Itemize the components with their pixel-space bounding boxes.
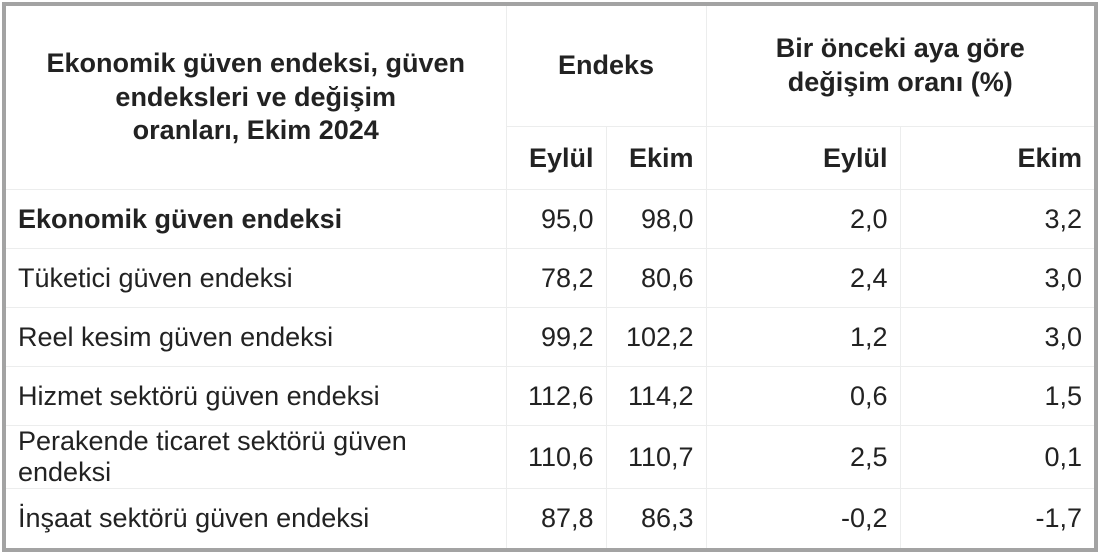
pct-ekim: 3,0 xyxy=(900,308,1094,367)
idx-ekim: 80,6 xyxy=(606,249,706,308)
pct-eylul: 2,5 xyxy=(706,426,900,489)
pct-eylul: 2,4 xyxy=(706,249,900,308)
table-row: Reel kesim güven endeksi99,2102,21,23,0 xyxy=(6,308,1094,367)
table-row: Tüketici güven endeksi78,280,62,43,0 xyxy=(6,249,1094,308)
row-label: Tüketici güven endeksi xyxy=(6,249,506,308)
table-title: Ekonomik güven endeksi, güvenendeksleri … xyxy=(6,6,506,190)
idx-eylul: 78,2 xyxy=(506,249,606,308)
row-label: Hizmet sektörü güven endeksi xyxy=(6,367,506,426)
pct-ekim: 3,2 xyxy=(900,190,1094,249)
row-label: Perakende ticaret sektörü güven endeksi xyxy=(6,426,506,489)
idx-ekim: 86,3 xyxy=(606,489,706,548)
colgroup-index: Endeks xyxy=(506,6,706,127)
confidence-index-table: Ekonomik güven endeksi, güvenendeksleri … xyxy=(6,6,1094,548)
pct-eylul: 0,6 xyxy=(706,367,900,426)
col-index-eylul: Eylül xyxy=(506,127,606,190)
idx-ekim: 98,0 xyxy=(606,190,706,249)
row-label: Ekonomik güven endeksi xyxy=(6,190,506,249)
idx-eylul: 112,6 xyxy=(506,367,606,426)
pct-eylul: 2,0 xyxy=(706,190,900,249)
col-pct-eylul: Eylül xyxy=(706,127,900,190)
pct-eylul: -0,2 xyxy=(706,489,900,548)
idx-ekim: 110,7 xyxy=(606,426,706,489)
pct-ekim: 1,5 xyxy=(900,367,1094,426)
idx-eylul: 99,2 xyxy=(506,308,606,367)
table-row: Perakende ticaret sektörü güven endeksi1… xyxy=(6,426,1094,489)
idx-eylul: 95,0 xyxy=(506,190,606,249)
col-index-ekim: Ekim xyxy=(606,127,706,190)
pct-ekim: 3,0 xyxy=(900,249,1094,308)
colgroup-change-pct: Bir önceki aya göredeğişim oranı (%) xyxy=(706,6,1094,127)
col-pct-ekim: Ekim xyxy=(900,127,1094,190)
pct-eylul: 1,2 xyxy=(706,308,900,367)
table-row: Ekonomik güven endeksi95,098,02,03,2 xyxy=(6,190,1094,249)
row-label: Reel kesim güven endeksi xyxy=(6,308,506,367)
table-row: İnşaat sektörü güven endeksi87,886,3-0,2… xyxy=(6,489,1094,548)
idx-ekim: 114,2 xyxy=(606,367,706,426)
pct-ekim: -1,7 xyxy=(900,489,1094,548)
table-frame: Ekonomik güven endeksi, güvenendeksleri … xyxy=(2,2,1098,552)
row-label: İnşaat sektörü güven endeksi xyxy=(6,489,506,548)
idx-eylul: 110,6 xyxy=(506,426,606,489)
idx-ekim: 102,2 xyxy=(606,308,706,367)
idx-eylul: 87,8 xyxy=(506,489,606,548)
pct-ekim: 0,1 xyxy=(900,426,1094,489)
table-row: Hizmet sektörü güven endeksi112,6114,20,… xyxy=(6,367,1094,426)
